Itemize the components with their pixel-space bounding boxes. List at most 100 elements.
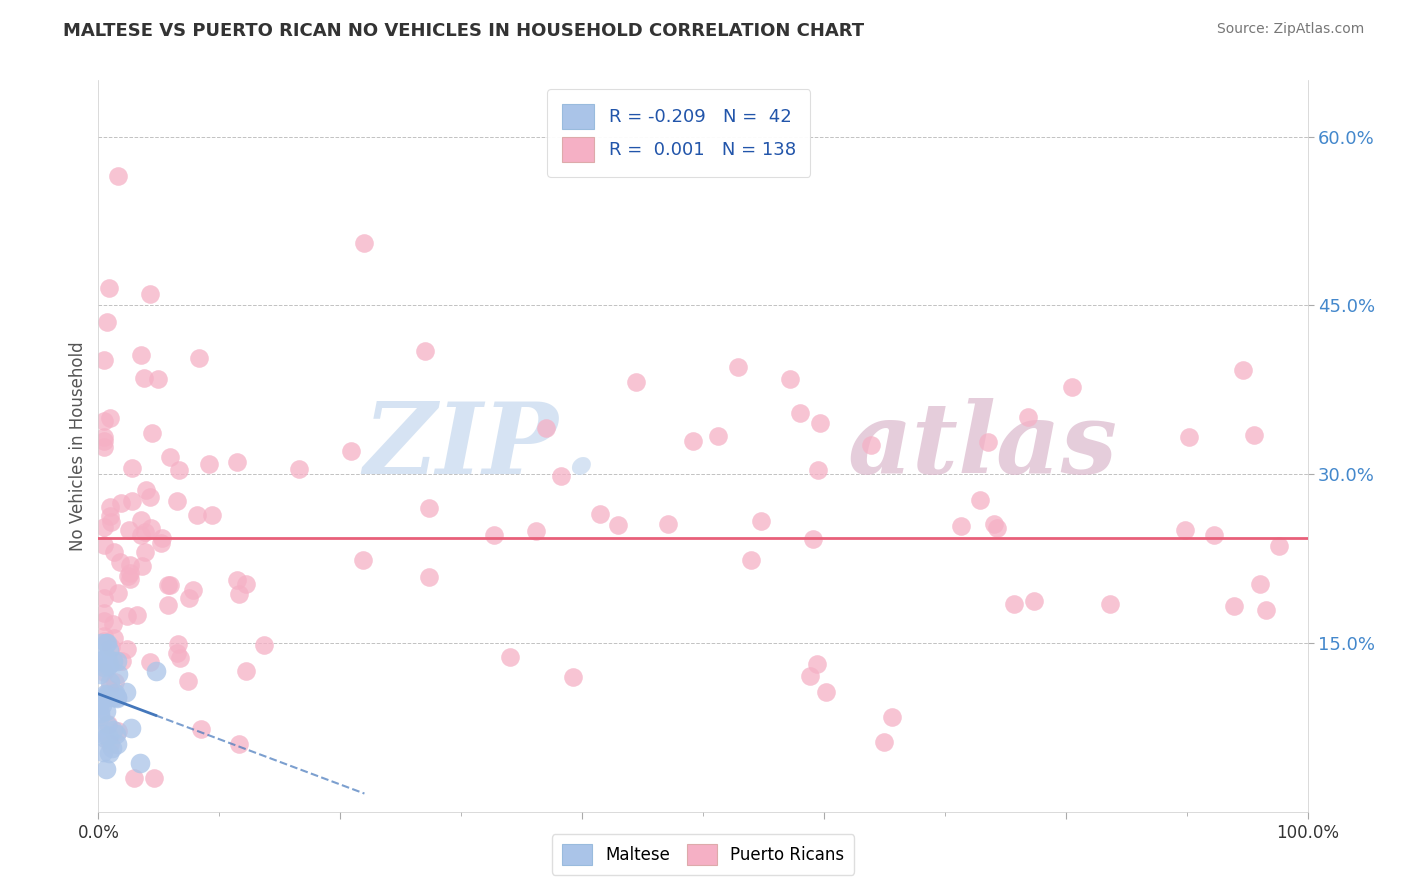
Point bbox=[815, 684, 838, 698]
Point bbox=[882, 710, 904, 724]
Point bbox=[105, 690, 128, 705]
Point bbox=[1177, 429, 1199, 443]
Point bbox=[626, 375, 648, 389]
Point bbox=[115, 685, 138, 699]
Point bbox=[96, 704, 118, 718]
Point bbox=[98, 674, 121, 689]
Point bbox=[93, 606, 115, 620]
Point bbox=[340, 443, 363, 458]
Point bbox=[94, 636, 117, 650]
Point bbox=[93, 634, 115, 648]
Point bbox=[105, 737, 128, 751]
Point bbox=[526, 524, 548, 538]
Point bbox=[93, 731, 115, 746]
Point bbox=[707, 429, 730, 443]
Point bbox=[749, 515, 772, 529]
Point bbox=[169, 650, 191, 665]
Point bbox=[779, 372, 801, 386]
Point bbox=[98, 500, 121, 514]
Point bbox=[111, 654, 134, 668]
Point bbox=[93, 665, 115, 680]
Text: Source: ZipAtlas.com: Source: ZipAtlas.com bbox=[1216, 22, 1364, 37]
Point bbox=[657, 516, 679, 531]
Point bbox=[96, 690, 118, 705]
Point bbox=[1022, 593, 1045, 607]
Point bbox=[93, 430, 115, 444]
Point bbox=[1098, 598, 1121, 612]
Point bbox=[96, 636, 118, 650]
Point bbox=[145, 664, 167, 678]
Point bbox=[1174, 523, 1197, 537]
Point bbox=[93, 414, 115, 428]
Point bbox=[799, 669, 821, 683]
Point bbox=[561, 670, 583, 684]
Text: MALTESE VS PUERTO RICAN NO VEHICLES IN HOUSEHOLD CORRELATION CHART: MALTESE VS PUERTO RICAN NO VEHICLES IN H… bbox=[63, 22, 865, 40]
Point bbox=[534, 421, 557, 435]
Point bbox=[1002, 597, 1025, 611]
Point bbox=[167, 637, 190, 651]
Point bbox=[727, 360, 749, 375]
Point bbox=[110, 555, 132, 569]
Point bbox=[96, 579, 118, 593]
Point bbox=[100, 640, 122, 654]
Point bbox=[104, 727, 127, 741]
Point bbox=[97, 658, 120, 673]
Point bbox=[117, 569, 139, 583]
Point bbox=[122, 771, 145, 785]
Point bbox=[104, 686, 127, 700]
Point bbox=[139, 521, 162, 535]
Point bbox=[808, 416, 831, 430]
Point bbox=[148, 372, 170, 386]
Point bbox=[91, 693, 114, 707]
Point bbox=[235, 665, 257, 679]
Point bbox=[101, 723, 124, 738]
Point bbox=[134, 545, 156, 559]
Point bbox=[157, 598, 180, 612]
Point bbox=[105, 654, 128, 668]
Point bbox=[93, 440, 115, 454]
Point bbox=[415, 343, 437, 358]
Text: .: . bbox=[564, 398, 599, 494]
Point bbox=[150, 535, 173, 549]
Point bbox=[499, 650, 522, 665]
Point bbox=[121, 493, 143, 508]
Point bbox=[91, 698, 114, 713]
Point bbox=[188, 351, 211, 365]
Point bbox=[139, 287, 162, 301]
Point bbox=[1017, 409, 1039, 424]
Point bbox=[131, 528, 153, 542]
Point bbox=[93, 727, 115, 741]
Point bbox=[129, 756, 152, 770]
Point bbox=[139, 655, 162, 669]
Point bbox=[179, 591, 201, 606]
Point bbox=[93, 629, 115, 643]
Point bbox=[1223, 599, 1246, 613]
Point bbox=[682, 434, 704, 448]
Point bbox=[100, 516, 122, 530]
Point bbox=[807, 462, 830, 476]
Point bbox=[177, 674, 200, 689]
Point bbox=[1243, 428, 1265, 442]
Point bbox=[93, 652, 115, 666]
Point bbox=[97, 747, 120, 761]
Point bbox=[98, 657, 121, 672]
Point bbox=[186, 508, 208, 523]
Point bbox=[98, 737, 121, 751]
Point bbox=[91, 745, 114, 759]
Point bbox=[418, 501, 440, 516]
Point bbox=[101, 741, 124, 756]
Point bbox=[977, 435, 1000, 450]
Point bbox=[94, 688, 117, 702]
Point bbox=[103, 545, 125, 559]
Point bbox=[120, 558, 142, 572]
Point bbox=[103, 631, 125, 645]
Point bbox=[100, 508, 122, 523]
Point bbox=[96, 315, 118, 329]
Point bbox=[801, 533, 824, 547]
Point bbox=[1062, 380, 1084, 394]
Point bbox=[107, 169, 129, 183]
Point bbox=[93, 591, 115, 606]
Point bbox=[986, 521, 1008, 535]
Point bbox=[166, 494, 188, 508]
Point bbox=[550, 469, 572, 483]
